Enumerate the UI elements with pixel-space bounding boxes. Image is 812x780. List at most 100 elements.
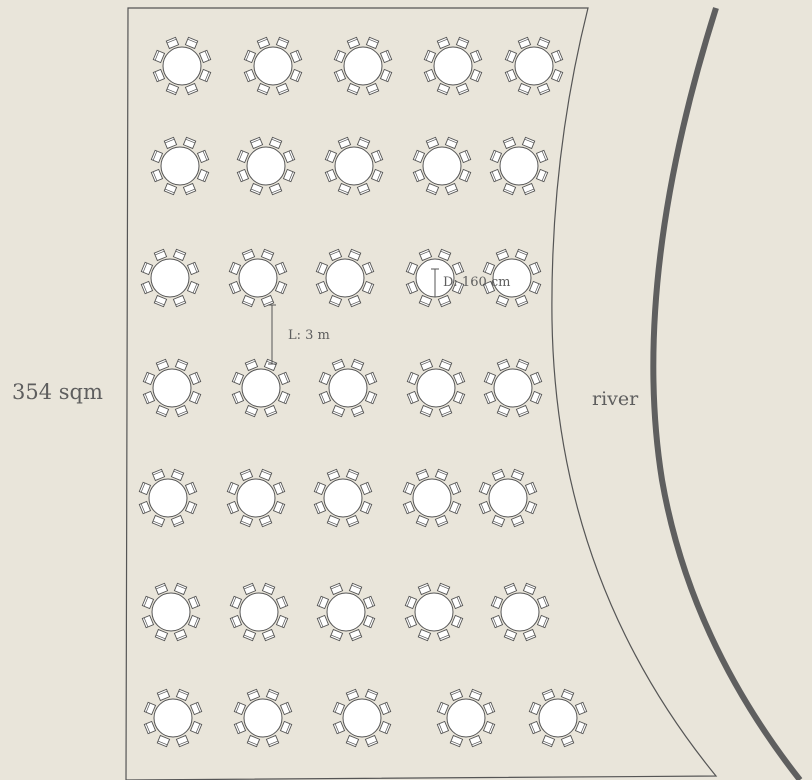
chair <box>272 481 286 496</box>
venue-boundary <box>125 7 718 780</box>
chair <box>150 149 164 164</box>
round-table <box>423 36 483 96</box>
chair <box>458 149 472 164</box>
chair <box>277 390 291 405</box>
chair <box>282 149 296 164</box>
chair <box>328 294 343 308</box>
chair <box>510 514 525 528</box>
chair <box>265 734 280 748</box>
chair <box>451 261 465 276</box>
chair <box>182 182 197 196</box>
chair <box>378 701 392 716</box>
chair <box>482 280 496 295</box>
chair <box>417 628 432 642</box>
round-table <box>316 582 376 642</box>
round-table <box>333 36 393 96</box>
chair <box>275 82 290 96</box>
chair <box>364 688 379 702</box>
chair <box>489 168 503 183</box>
round-table <box>490 582 550 642</box>
chair <box>524 500 538 515</box>
chair <box>333 68 347 83</box>
round-table <box>404 582 464 642</box>
chair <box>151 514 166 528</box>
chair <box>239 514 254 528</box>
spacing-label: L: 3 m <box>288 328 330 343</box>
chair <box>560 688 575 702</box>
chair <box>362 595 376 610</box>
chair <box>318 371 332 386</box>
chair <box>504 49 518 64</box>
chair <box>346 82 361 96</box>
chair <box>522 628 537 642</box>
round-table <box>243 36 303 96</box>
chair <box>138 500 152 515</box>
chair <box>184 82 199 96</box>
chair <box>536 595 550 610</box>
chair <box>241 248 256 262</box>
table-top <box>241 368 281 408</box>
chair <box>332 720 346 735</box>
chair <box>517 36 532 50</box>
chair <box>350 358 365 372</box>
chair <box>412 149 426 164</box>
chair <box>282 168 296 183</box>
chair <box>333 49 347 64</box>
round-table <box>318 358 378 418</box>
chair <box>268 136 283 150</box>
round-table <box>138 468 198 528</box>
chair <box>448 481 462 496</box>
chair <box>560 734 575 748</box>
chair <box>449 688 464 702</box>
chair <box>503 628 518 642</box>
chair <box>469 68 483 83</box>
chair <box>275 36 290 50</box>
chair <box>514 248 529 262</box>
chair <box>188 390 202 405</box>
round-table <box>226 468 286 528</box>
table-top <box>343 46 383 86</box>
chair <box>478 500 492 515</box>
chair <box>574 720 588 735</box>
chair <box>263 404 278 418</box>
chair <box>365 36 380 50</box>
table-top <box>246 146 286 186</box>
chair <box>425 182 440 196</box>
chair <box>450 595 464 610</box>
chair <box>412 168 426 183</box>
table-top <box>488 478 528 518</box>
chair <box>140 261 154 276</box>
chair <box>528 701 542 716</box>
chair <box>521 136 536 150</box>
chair <box>536 82 551 96</box>
round-table <box>489 136 549 196</box>
chair <box>196 168 210 183</box>
round-table <box>142 358 202 418</box>
chair <box>228 261 242 276</box>
chair <box>491 514 506 528</box>
chair <box>189 701 203 716</box>
chair <box>405 280 419 295</box>
chair <box>332 701 346 716</box>
chair <box>154 628 169 642</box>
chair <box>155 358 170 372</box>
chair <box>173 582 188 596</box>
chair <box>152 68 166 83</box>
chair <box>406 371 420 386</box>
table-diameter-label: D: 160 cm <box>443 275 511 290</box>
chair <box>242 582 257 596</box>
chair <box>226 500 240 515</box>
chair <box>436 628 451 642</box>
chair <box>163 182 178 196</box>
chair <box>359 500 373 515</box>
table-top <box>323 478 363 518</box>
chair <box>187 614 201 629</box>
chair <box>279 701 293 716</box>
chair <box>141 595 155 610</box>
round-table <box>141 582 201 642</box>
chair <box>328 248 343 262</box>
chair <box>184 36 199 50</box>
chair <box>452 371 466 386</box>
table-top <box>433 46 473 86</box>
